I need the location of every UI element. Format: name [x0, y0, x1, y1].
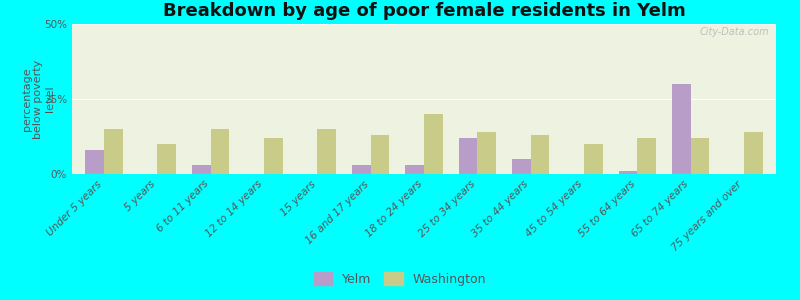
Bar — [424, 114, 442, 174]
Legend: Yelm, Washington: Yelm, Washington — [309, 267, 491, 291]
Bar — [744, 132, 762, 174]
Title: Breakdown by age of poor female residents in Yelm: Breakdown by age of poor female resident… — [162, 2, 686, 20]
Bar — [370, 135, 390, 174]
Bar — [458, 138, 478, 174]
Bar — [478, 132, 496, 174]
Bar — [192, 165, 210, 174]
Bar — [584, 144, 602, 174]
Bar — [264, 138, 282, 174]
Bar — [318, 129, 336, 174]
Bar — [512, 159, 530, 174]
Text: City-Data.com: City-Data.com — [699, 27, 769, 37]
Bar — [158, 144, 176, 174]
Bar — [406, 165, 424, 174]
Bar — [672, 84, 690, 174]
Bar — [618, 171, 638, 174]
Bar — [86, 150, 104, 174]
Bar — [352, 165, 370, 174]
Bar — [210, 129, 230, 174]
Bar — [690, 138, 710, 174]
Bar — [638, 138, 656, 174]
Bar — [530, 135, 550, 174]
Bar — [104, 129, 122, 174]
Y-axis label: percentage
below poverty
level: percentage below poverty level — [22, 59, 55, 139]
